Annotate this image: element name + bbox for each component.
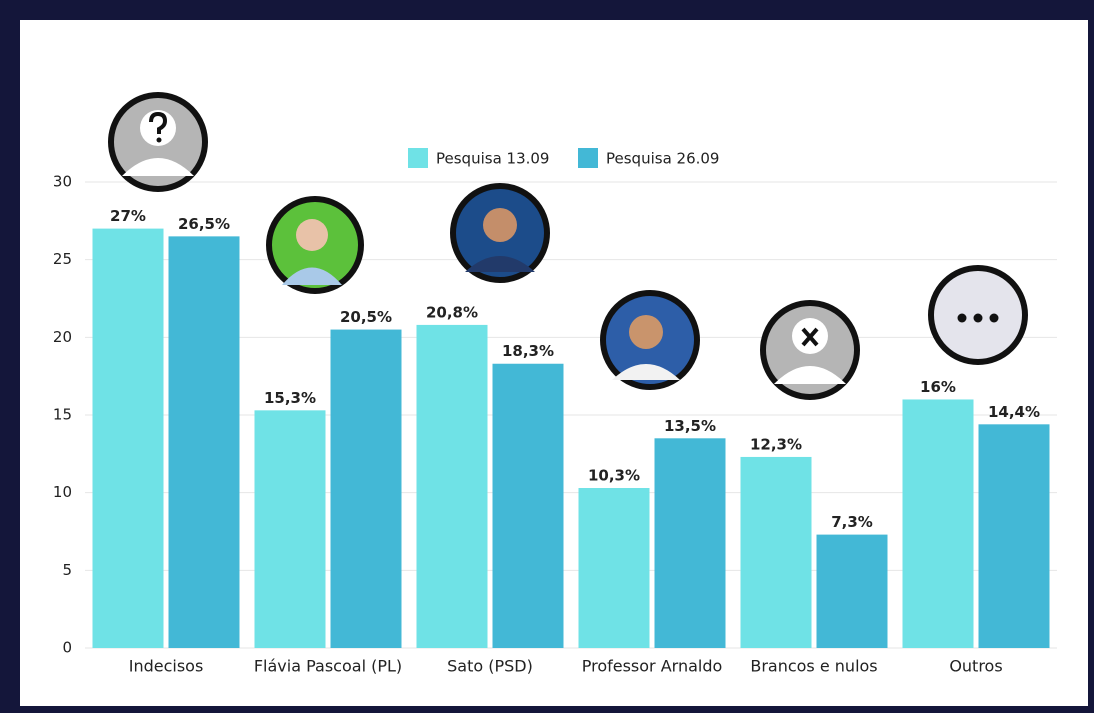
legend-swatch	[578, 148, 598, 168]
y-tick-label: 5	[62, 561, 72, 579]
bar	[93, 229, 164, 648]
value-label: 15,3%	[264, 389, 316, 407]
value-label: 18,3%	[502, 342, 554, 360]
bar	[817, 535, 888, 648]
bar	[979, 424, 1050, 648]
y-tick-label: 0	[62, 639, 72, 657]
value-label: 7,3%	[831, 513, 873, 531]
x-tick-label: Outros	[949, 657, 1002, 676]
x-tick-label: Sato (PSD)	[447, 657, 533, 676]
bar	[655, 438, 726, 648]
avatar-question	[111, 95, 205, 189]
chart: 0 5 10 15 20 25 30 Pesquisa 13.09 Pesquisa 26.09…	[0, 0, 1094, 713]
avatar-photo	[269, 199, 361, 291]
bar	[741, 457, 812, 648]
value-label: 10,3%	[588, 467, 640, 485]
value-label: 16%	[920, 378, 956, 396]
value-label: 14,4%	[988, 403, 1040, 421]
value-label: 12,3%	[750, 435, 802, 453]
avatar-photo	[603, 293, 697, 387]
legend-label: Pesquisa 13.09	[436, 150, 549, 168]
y-tick-label: 10	[53, 483, 72, 501]
x-tick-label: Professor Arnaldo	[582, 657, 723, 676]
x-tick-label: Indecisos	[129, 657, 204, 676]
bar	[169, 236, 240, 648]
x-tick-label: Flávia Pascoal (PL)	[254, 657, 402, 676]
value-label: 27%	[110, 207, 146, 225]
x-tick-label: Brancos e nulos	[750, 657, 877, 676]
bar	[493, 364, 564, 648]
avatar-x	[763, 303, 857, 397]
y-tick-label: 30	[53, 173, 72, 191]
legend-swatch	[408, 148, 428, 168]
value-label: 20,5%	[340, 308, 392, 326]
bar	[331, 330, 402, 648]
y-tick-label: 15	[53, 406, 72, 424]
bar	[417, 325, 488, 648]
page: 0 5 10 15 20 25 30 Pesquisa 13.09 Pesquisa 26.09…	[0, 0, 1094, 713]
legend-label: Pesquisa 26.09	[606, 150, 719, 168]
bar	[255, 410, 326, 648]
bar	[579, 488, 650, 648]
y-tick-label: 20	[53, 328, 72, 346]
avatar-dots	[931, 268, 1025, 362]
avatar-photo	[453, 186, 547, 280]
value-label: 26,5%	[178, 215, 230, 233]
value-label: 13,5%	[664, 417, 716, 435]
y-tick-label: 25	[53, 250, 72, 268]
value-label: 20,8%	[426, 303, 478, 321]
bar	[903, 399, 974, 648]
